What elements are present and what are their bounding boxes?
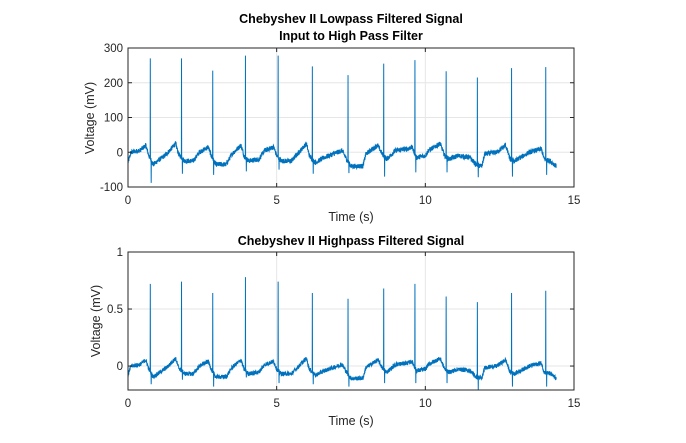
axes-box bbox=[127, 251, 575, 391]
x-tick-label: 5 bbox=[273, 195, 279, 207]
x-tick-label: 0 bbox=[125, 398, 131, 410]
y-tick-label: 0 bbox=[117, 147, 123, 159]
bottom-chart-title: Chebyshev II Highpass Filtered Signal bbox=[238, 234, 464, 248]
y-tick-label: -100 bbox=[100, 182, 123, 194]
y-tick-label: 0 bbox=[117, 361, 123, 373]
top-x-axis-label: Time (s) bbox=[328, 210, 373, 224]
x-tick-label: 0 bbox=[125, 195, 131, 207]
y-tick-label: 1 bbox=[117, 247, 123, 259]
y-tick-label: 0.5 bbox=[107, 304, 123, 316]
x-tick-label: 10 bbox=[419, 195, 432, 207]
x-tick-label: 5 bbox=[273, 398, 279, 410]
bottom-y-axis-label: Voltage (mV) bbox=[89, 285, 103, 357]
x-tick-label: 10 bbox=[419, 398, 432, 410]
y-tick-label: 300 bbox=[104, 43, 123, 55]
axes-box bbox=[127, 47, 575, 188]
x-tick-label: 15 bbox=[568, 398, 581, 410]
plot-area bbox=[128, 252, 574, 390]
bottom-axes: Chebyshev II Highpass Filtered Signal Ti… bbox=[89, 234, 580, 428]
y-tick-label: 100 bbox=[104, 113, 123, 125]
top-chart-subtitle: Input to High Pass Filter bbox=[279, 29, 423, 43]
top-axes: Chebyshev II Lowpass Filtered Signal Inp… bbox=[83, 12, 580, 224]
signal-line bbox=[127, 277, 557, 391]
bottom-x-axis-label: Time (s) bbox=[328, 414, 373, 428]
top-y-axis-label: Voltage (mV) bbox=[83, 82, 97, 154]
x-tick-label: 15 bbox=[568, 195, 581, 207]
top-chart-title: Chebyshev II Lowpass Filtered Signal bbox=[239, 12, 463, 26]
y-tick-label: 200 bbox=[104, 78, 123, 90]
signal-line bbox=[127, 55, 557, 183]
